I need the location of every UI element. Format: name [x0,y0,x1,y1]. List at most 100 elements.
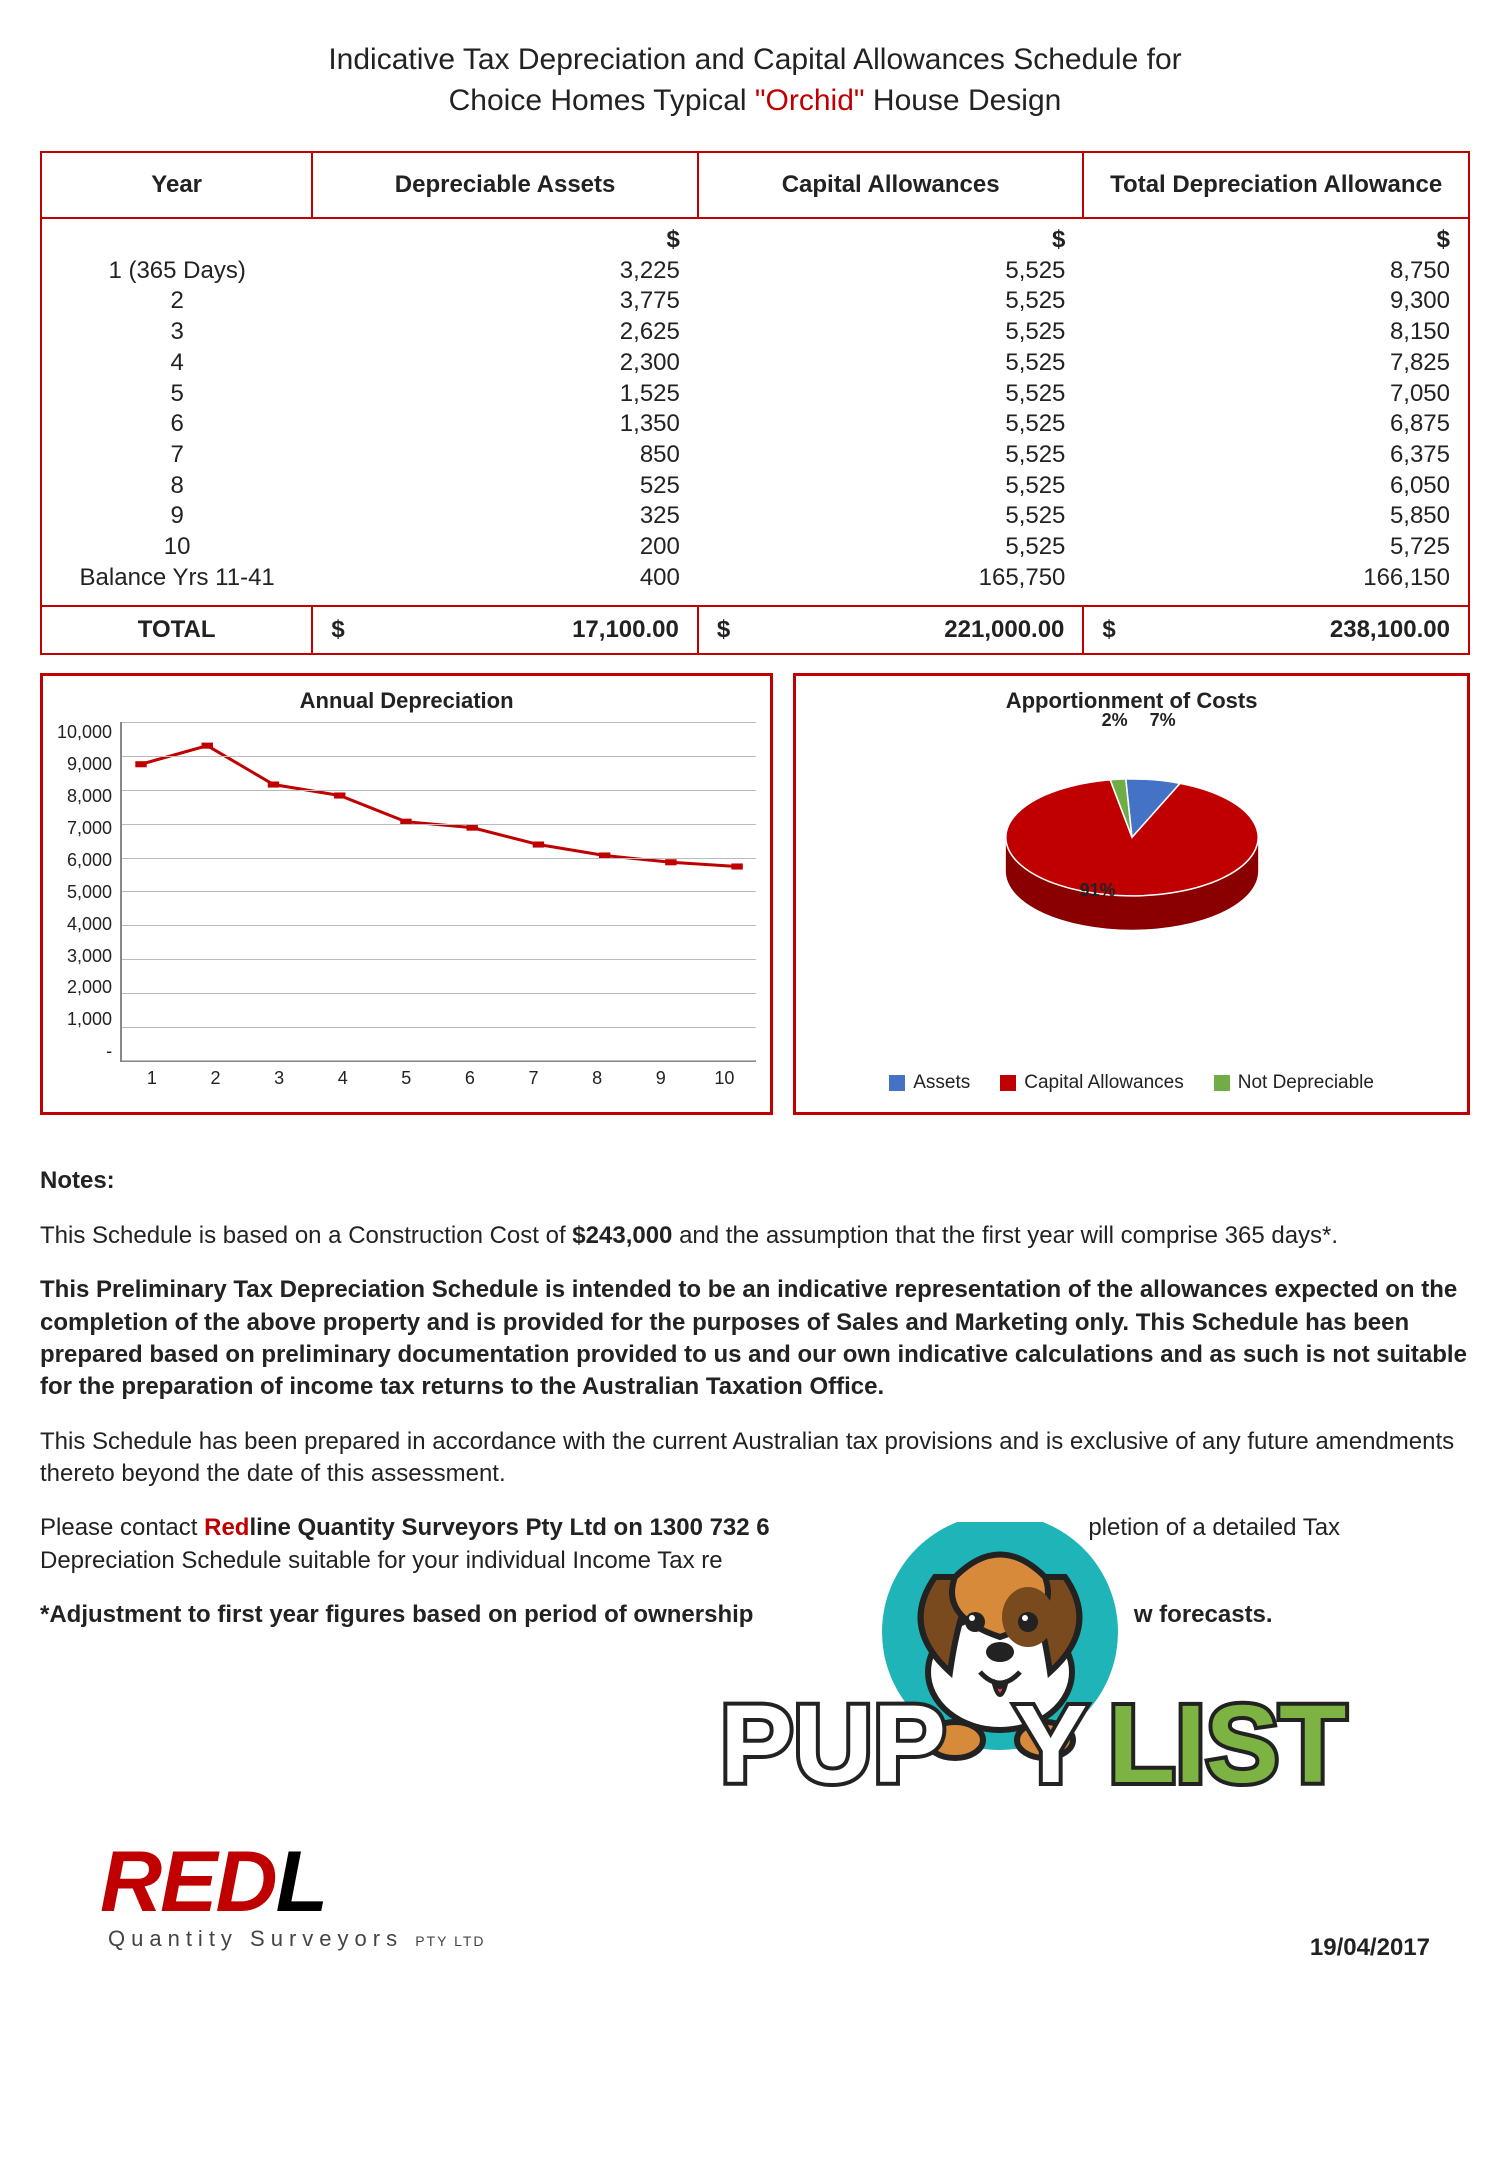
pie-chart-title: Apportionment of Costs [810,688,1453,714]
footer: REDL Quantity Surveyors PTY LTD 19/04/20… [40,1662,1470,1982]
cell-capital: 5,525 [698,348,1084,379]
table-row: 1 (365 Days)3,2255,5258,750 [41,256,1469,287]
y-tick: 5,000 [67,882,112,903]
table-row: 42,3005,5257,825 [41,348,1469,379]
notes-heading: Notes: [40,1165,1470,1197]
page: Indicative Tax Depreciation and Capital … [0,0,1510,2022]
legend-swatch [889,1075,905,1091]
cell-assets: 525 [312,471,698,502]
page-title: Indicative Tax Depreciation and Capital … [40,40,1470,121]
svg-text:PUP: PUP [720,1683,946,1806]
y-tick: 4,000 [67,914,112,935]
notes-section: Notes: This Schedule is based on a Const… [40,1165,1470,1631]
notes-p4: Please contact Redline Quantity Surveyor… [40,1512,1470,1577]
total-dollar-3: $ [1102,615,1115,646]
cur-2: $ [698,218,1084,256]
legend-label: Capital Allowances [1024,1072,1183,1094]
cell-year: Balance Yrs 11-41 [41,563,312,594]
x-tick: 1 [120,1068,184,1089]
cell-capital: 5,525 [698,409,1084,440]
table-row: 102005,5255,725 [41,532,1469,563]
notes-p1: This Schedule is based on a Construction… [40,1220,1470,1252]
cell-year: 6 [41,409,312,440]
legend-item: Capital Allowances [1000,1072,1183,1094]
currency-row: $ $ $ [41,218,1469,256]
notes-p5: *Adjustment to first year figures based … [40,1599,1470,1631]
cell-total: 7,825 [1083,348,1469,379]
table-row: 61,3505,5256,875 [41,409,1469,440]
table-row: Balance Yrs 11-41400165,750166,150 [41,563,1469,594]
total-dollar-2: $ [717,615,730,646]
cell-year: 4 [41,348,312,379]
y-tick: 7,000 [67,818,112,839]
total-dollar-1: $ [331,615,344,646]
x-tick: 8 [565,1068,629,1089]
pie-legend: Assets Capital Allowances Not Depreciable [889,1072,1374,1102]
depreciation-table: Year Depreciable Assets Capital Allowanc… [40,151,1470,655]
cell-total: 5,850 [1083,501,1469,532]
x-tick: 6 [438,1068,502,1089]
y-tick: 9,000 [67,754,112,775]
logo-black: L [276,1834,327,1930]
y-tick: 8,000 [67,786,112,807]
cell-year: 9 [41,501,312,532]
cell-capital: 5,525 [698,317,1084,348]
total-total: 238,100.00 [1330,616,1450,643]
cell-year: 10 [41,532,312,563]
y-tick: 3,000 [67,946,112,967]
x-tick: 4 [311,1068,375,1089]
date-stamp: 19/04/2017 [1310,1934,1430,1962]
svg-text:LIST: LIST [1108,1683,1346,1806]
logo-sub: Quantity Surveyors [108,1926,403,1951]
line-chart-box: Annual Depreciation 10,000 9,000 8,000 7,00… [40,673,773,1115]
cell-total: 7,050 [1083,379,1469,410]
cell-capital: 5,525 [698,440,1084,471]
legend-label: Not Depreciable [1238,1072,1374,1094]
legend-label: Assets [913,1072,970,1094]
logo-red: RED [100,1834,276,1930]
cell-total: 6,875 [1083,409,1469,440]
cell-assets: 2,625 [312,317,698,348]
pie-svg [972,742,1292,942]
total-assets: 17,100.00 [572,616,679,643]
x-tick: 9 [629,1068,693,1089]
x-tick: 5 [375,1068,439,1089]
legend-item: Not Depreciable [1214,1072,1374,1094]
x-tick: 7 [502,1068,566,1089]
pct-7: 7% [1150,710,1176,731]
table-row: 93255,5255,850 [41,501,1469,532]
title-line2-prefix: Choice Homes Typical [449,84,755,117]
x-tick: 2 [184,1068,248,1089]
line-chart-title: Annual Depreciation [57,688,756,714]
cell-assets: 1,525 [312,379,698,410]
cell-total: 6,050 [1083,471,1469,502]
cell-total: 8,150 [1083,317,1469,348]
x-tick: 3 [247,1068,311,1089]
col-year: Year [41,152,312,218]
cell-assets: 3,225 [312,256,698,287]
cell-total: 8,750 [1083,256,1469,287]
cell-total: 166,150 [1083,563,1469,594]
y-tick: 6,000 [67,850,112,871]
pct-2: 2% [1102,710,1128,731]
logo-pty: PTY LTD [415,1933,485,1949]
y-tick: 10,000 [57,722,112,743]
cell-year: 5 [41,379,312,410]
cell-assets: 3,775 [312,286,698,317]
y-tick: 1,000 [67,1009,112,1030]
y-tick: - [106,1041,112,1062]
col-assets: Depreciable Assets [312,152,698,218]
cell-total: 6,375 [1083,440,1469,471]
cell-capital: 165,750 [698,563,1084,594]
table-row: 32,6255,5258,150 [41,317,1469,348]
cell-year: 2 [41,286,312,317]
cell-capital: 5,525 [698,286,1084,317]
total-row: TOTAL $17,100.00 $221,000.00 $238,100.00 [41,606,1469,655]
cell-year: 8 [41,471,312,502]
pie-chart: 2% 7% 91% AssetsCapital AllowancesNot De… [810,722,1453,1102]
cell-year: 3 [41,317,312,348]
y-axis: 10,000 9,000 8,000 7,000 6,000 5,000 4,000 3,00… [57,722,120,1062]
col-capital: Capital Allowances [698,152,1084,218]
cell-capital: 5,525 [698,379,1084,410]
redline-logo: REDL Quantity Surveyors PTY LTD [100,1833,485,1952]
